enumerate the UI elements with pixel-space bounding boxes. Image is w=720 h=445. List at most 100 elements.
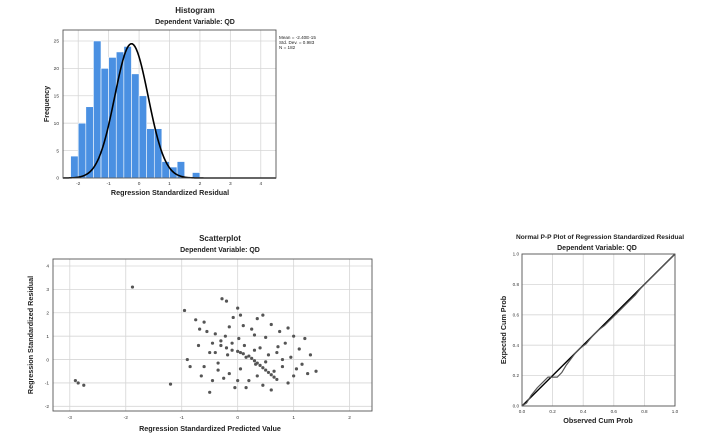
histogram-bar bbox=[161, 161, 170, 179]
scatter-point bbox=[76, 381, 80, 385]
scatter-point bbox=[210, 379, 215, 383]
histogram-y-tick-label: 0 bbox=[56, 176, 59, 182]
scatterplot-x-tick-label: -1 bbox=[180, 415, 185, 421]
scatter-point bbox=[198, 327, 202, 331]
histogram-subtitle: Dependent Variable: QD bbox=[155, 19, 235, 26]
scatter-point bbox=[250, 327, 254, 331]
scatter-point bbox=[224, 299, 229, 303]
scatter-point bbox=[205, 329, 209, 334]
scatter-point bbox=[210, 341, 215, 345]
scatter-point bbox=[236, 306, 240, 310]
histogram-x-tick-label: -1 bbox=[107, 181, 112, 187]
scatter-point bbox=[208, 350, 212, 355]
scatter-point bbox=[219, 343, 223, 348]
scatterplot-title: Scatterplot bbox=[199, 234, 241, 243]
pp-x-tick-label: 0.8 bbox=[641, 409, 648, 414]
scatter-point bbox=[292, 334, 296, 338]
scatterplot-y-axis-label: Regression Standardized Residual bbox=[26, 276, 35, 394]
pp-x-tick-label: 0.0 bbox=[519, 409, 526, 414]
scatter-point bbox=[269, 373, 273, 377]
histogram-plot-frame bbox=[62, 29, 277, 179]
scatter-point bbox=[227, 325, 231, 329]
scatterplot-x-tick-label: 0 bbox=[236, 415, 239, 421]
scatter-point bbox=[194, 318, 198, 322]
pp-plot-subtitle: Dependent Variable: QD bbox=[557, 245, 637, 252]
scatter-point bbox=[261, 313, 265, 317]
histogram-x-tick-label: 4 bbox=[259, 181, 262, 187]
scatter-point bbox=[261, 366, 265, 370]
scatter-point bbox=[266, 370, 271, 375]
scatter-point bbox=[252, 333, 257, 337]
stats-mean: Mean = -2.40E-15 bbox=[279, 35, 316, 40]
scatter-point bbox=[182, 308, 187, 313]
histogram-y-axis-label: Frequency bbox=[42, 86, 51, 122]
scatter-point bbox=[276, 345, 280, 349]
observed-line bbox=[521, 253, 676, 407]
scatterplot-x-tick-label: -3 bbox=[68, 415, 73, 421]
scatter-point bbox=[286, 381, 290, 385]
scatter-point bbox=[241, 352, 245, 356]
scatter-point bbox=[216, 361, 220, 365]
histogram-x-tick-label: 1 bbox=[168, 181, 171, 187]
pp-y-tick-label: 0.2 bbox=[513, 373, 520, 378]
histogram-x-axis-label: Regression Standardized Residual bbox=[111, 188, 229, 197]
scatter-point bbox=[73, 379, 77, 383]
histogram-bar bbox=[153, 128, 163, 179]
scatter-point bbox=[130, 285, 135, 289]
scatter-point bbox=[272, 369, 276, 373]
scatter-point bbox=[220, 297, 224, 301]
scatter-point bbox=[283, 341, 287, 345]
scatter-point bbox=[314, 369, 318, 373]
pp-plot-frame bbox=[521, 253, 676, 407]
scatter-point bbox=[269, 322, 273, 327]
scatterplot-y-tick-label: 3 bbox=[46, 287, 49, 293]
pp-y-tick-label: 0.4 bbox=[513, 343, 520, 348]
pp-x-tick-label: 0.2 bbox=[549, 409, 556, 414]
scatter-point bbox=[168, 382, 173, 386]
scatter-point bbox=[252, 359, 257, 363]
scatter-point bbox=[289, 355, 293, 359]
scatter-point bbox=[258, 363, 262, 367]
histogram-bar bbox=[138, 95, 147, 179]
histogram-bar bbox=[100, 68, 109, 179]
scatterplot-x-tick-label: 1 bbox=[292, 415, 295, 421]
scatter-point bbox=[306, 371, 310, 376]
histogram-x-tick-label: 0 bbox=[138, 181, 141, 187]
scatter-point bbox=[280, 357, 285, 362]
histogram-bar bbox=[146, 128, 155, 179]
scatter-point bbox=[297, 347, 301, 351]
scatter-point bbox=[188, 364, 192, 369]
scatterplot-y-tick-label: -2 bbox=[45, 404, 50, 410]
scatter-point bbox=[308, 353, 313, 357]
histogram-x-tick-label: 2 bbox=[199, 181, 202, 187]
scatter-point bbox=[231, 315, 235, 320]
scatter-point bbox=[208, 390, 212, 394]
pp-y-tick-label: 0.0 bbox=[513, 404, 520, 409]
pp-x-tick-label: 0.4 bbox=[580, 409, 587, 414]
scatter-point bbox=[247, 379, 251, 383]
scatter-point bbox=[303, 336, 307, 341]
histogram-x-tick-label: 3 bbox=[229, 181, 232, 187]
scatter-point bbox=[82, 383, 86, 387]
scatterplot-plot-frame bbox=[52, 258, 373, 412]
scatter-point bbox=[264, 335, 268, 339]
stats-std-dev: Std. Dev. = 0.983 bbox=[279, 40, 315, 45]
scatter-point bbox=[185, 357, 189, 362]
scatterplot-chart: Scatterplot Dependent Variable: QD -3 -2 -… bbox=[26, 234, 373, 433]
scatter-point bbox=[216, 368, 220, 372]
scatter-point bbox=[238, 313, 243, 317]
scatter-point bbox=[300, 362, 304, 366]
scatterplot-subtitle: Dependent Variable: QD bbox=[180, 247, 260, 254]
scatter-point bbox=[222, 376, 226, 380]
pp-plot-chart: Normal P-P Plot of Regression Standardiz… bbox=[499, 234, 684, 425]
scatter-point bbox=[275, 350, 279, 355]
scatter-point bbox=[250, 356, 254, 360]
pp-x-tick-label: 1.0 bbox=[672, 409, 679, 414]
scatterplot-x-tick-label: 2 bbox=[348, 415, 351, 421]
scatter-point bbox=[244, 386, 248, 390]
scatterplot-y-tick-label: 2 bbox=[46, 310, 49, 316]
scatter-point bbox=[238, 350, 243, 355]
scatterplot-x-tick-label: -2 bbox=[124, 415, 129, 421]
pp-y-tick-label: 1.0 bbox=[513, 252, 520, 257]
scatter-point bbox=[213, 350, 217, 355]
